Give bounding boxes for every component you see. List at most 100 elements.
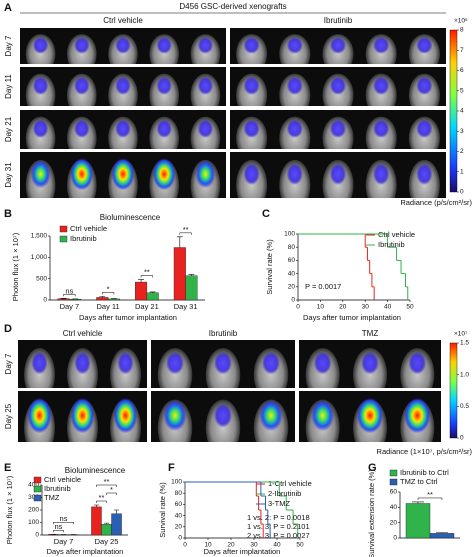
bar	[405, 503, 431, 539]
bar	[96, 297, 109, 301]
significance-bracket	[106, 492, 117, 495]
y-tick-label: 100	[284, 231, 295, 238]
colorbar-tick-label: 2	[460, 148, 464, 155]
significance-label: *	[107, 284, 110, 293]
signal	[416, 76, 433, 96]
significance-bracket	[96, 484, 117, 487]
significance-label: ns	[60, 514, 68, 523]
x-tick-label: 40	[384, 304, 392, 311]
x-axis-label: Days after implantation	[47, 547, 124, 556]
significance-label: ns	[55, 522, 63, 531]
image-panel	[230, 67, 446, 106]
signal	[32, 36, 49, 54]
panel-label: D	[4, 323, 12, 335]
legend-label: 1-Ctrl vehicle	[268, 479, 312, 488]
colorbar	[449, 29, 458, 193]
image-panel	[20, 152, 226, 198]
bar	[173, 247, 186, 301]
signal	[115, 36, 131, 54]
y-tick-label: 80	[175, 490, 183, 497]
significance-bracket	[63, 294, 76, 297]
figure-a-title: D456 GSC-derived xenografts	[179, 2, 286, 11]
significance-label: **	[144, 268, 150, 277]
x-tick-label: 50	[406, 304, 414, 311]
column-header: Ctrl vehicle	[63, 329, 103, 338]
y-tick-label: 20	[288, 284, 296, 291]
error-bar	[176, 236, 183, 248]
colorbar-tick-label: 8	[460, 27, 464, 34]
y-axis-label: Survival extension rate (%)	[367, 469, 376, 557]
x-tick-label: 10	[204, 542, 212, 549]
bar	[146, 292, 159, 301]
colorbar-tick-label: 5	[460, 87, 464, 94]
y-tick-label: 60	[175, 501, 183, 508]
signal	[197, 76, 214, 96]
legend-label: TMZ	[44, 493, 60, 502]
annotation: 1 vs. 3: P = 0.2101	[247, 522, 310, 531]
legend-label: TMZ to Ctrl	[400, 477, 438, 486]
image-panel	[20, 67, 226, 106]
y-tick-label: 20	[175, 524, 183, 531]
significance-bracket	[53, 522, 74, 525]
colorbar-tick-label: 1.5	[460, 340, 469, 347]
colorbar-tick-label: 0	[460, 189, 464, 196]
error-bar	[93, 504, 99, 507]
signal	[373, 119, 390, 139]
y-tick-label: 300	[28, 494, 39, 501]
y-axis-label: Survival rate (%)	[158, 482, 167, 538]
colorbar-unit: ×10⁶	[454, 18, 468, 25]
significance-label: **	[183, 225, 189, 234]
signal	[214, 351, 232, 375]
annotation: P = 0.0017	[305, 282, 341, 291]
image-panel	[230, 28, 446, 64]
error-bar	[149, 291, 156, 293]
x-tick-label: 50	[296, 542, 304, 549]
signal	[197, 119, 214, 139]
image-panel	[20, 110, 226, 149]
y-tick-label: 60	[390, 489, 398, 496]
y-tick-label: 100	[28, 519, 39, 526]
x-tick-label: 10	[317, 304, 325, 311]
signal	[74, 76, 90, 96]
bar	[107, 298, 120, 301]
legend-swatch	[33, 494, 42, 502]
colorbar-tick-label: 7	[460, 47, 464, 54]
legend-label: Ibrutinib	[70, 234, 97, 243]
x-tick-label: Day 11	[97, 302, 120, 311]
signal	[243, 163, 260, 186]
signal	[356, 397, 384, 434]
bar	[111, 513, 122, 536]
signal	[111, 157, 135, 191]
signal	[361, 351, 379, 375]
panel-label: C	[262, 208, 270, 220]
legend-label: Ctrl vehicle	[70, 224, 107, 233]
colorbar-tick-label: 0.5	[460, 403, 469, 410]
signal	[262, 351, 280, 375]
y-tick-label: 400	[28, 482, 39, 489]
signal	[156, 119, 172, 139]
signal	[329, 163, 347, 186]
signal	[74, 36, 90, 54]
annotation: 1 vs. 2: P = 0.0018	[247, 513, 310, 522]
y-tick-label: 1,000	[31, 254, 48, 261]
image-panel	[299, 391, 441, 442]
signal	[166, 351, 184, 375]
y-tick-label: 100	[171, 479, 182, 486]
x-tick-label: 0	[296, 304, 300, 311]
signal	[152, 157, 176, 191]
signal	[373, 163, 390, 186]
x-tick-label: 30	[362, 304, 370, 311]
row-label: Day 25	[4, 403, 13, 429]
significance-label: *	[110, 485, 113, 494]
colorbar-tick-label: 4	[460, 108, 464, 115]
bar	[69, 298, 82, 301]
panel-label: B	[4, 208, 12, 220]
chart-title: Bioluminescence	[65, 466, 126, 475]
y-tick-label: 500	[36, 275, 47, 282]
error-bar	[436, 532, 448, 534]
panel-label: G	[368, 462, 377, 474]
colorbar-tick-label: 1	[460, 168, 464, 175]
y-axis-label: Photon flux (1 × 10⁷)	[5, 475, 14, 544]
signal	[74, 351, 91, 375]
